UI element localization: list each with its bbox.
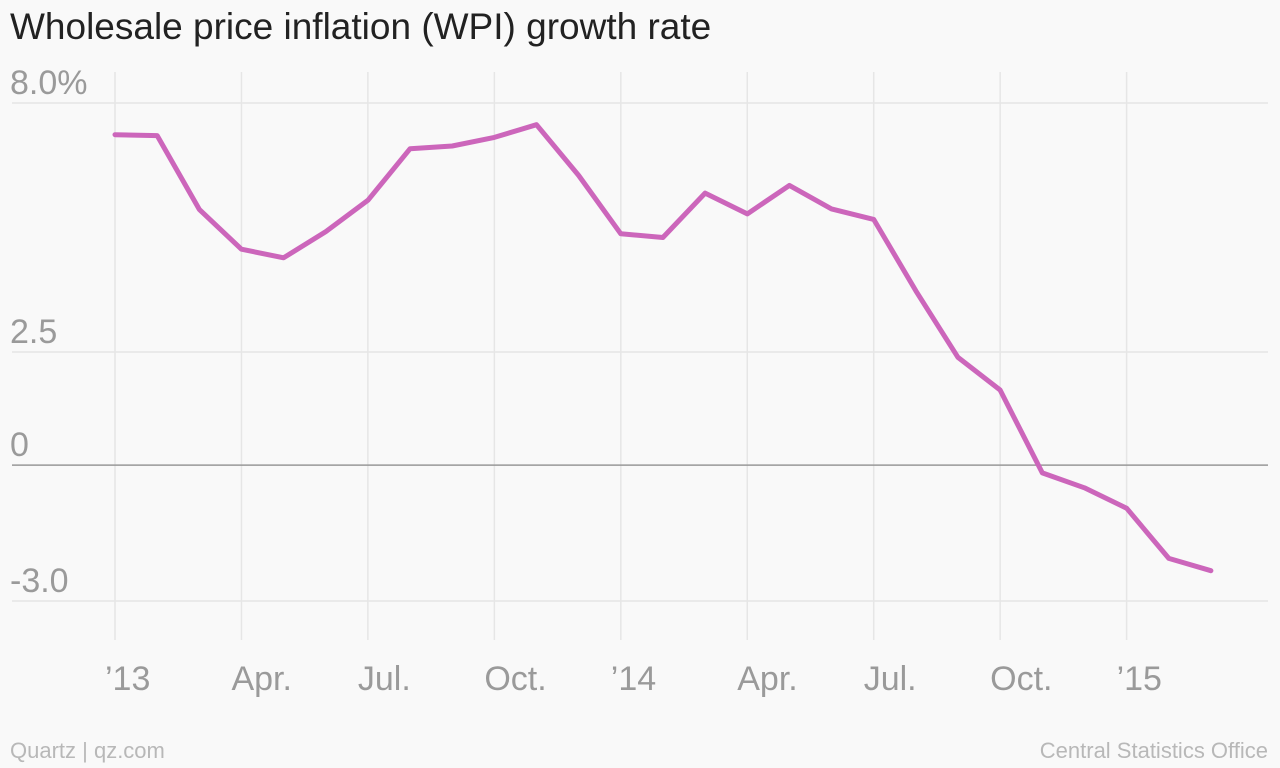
- x-tick-label-6: Jul.: [864, 660, 917, 698]
- data-point-1: [155, 133, 160, 138]
- data-point-21: [998, 388, 1003, 393]
- data-point-22: [1040, 470, 1045, 475]
- axis-label-layer: ’13 Apr. Jul. Oct. ’14 Apr. Jul. Oct. ’15 8.0% 2.5…: [10, 64, 1162, 698]
- x-tick-label-5: Apr.: [737, 660, 797, 698]
- y-tick-label-1: 2.5: [10, 313, 57, 351]
- footer-source-right: Central Statistics Office: [1039, 738, 1268, 763]
- data-point-10: [534, 122, 539, 127]
- data-point-13: [660, 235, 665, 240]
- data-point-15: [745, 211, 750, 216]
- data-point-6: [365, 198, 370, 203]
- data-point-14: [703, 191, 708, 196]
- y-tick-label-0: 8.0%: [10, 64, 88, 102]
- data-point-18: [871, 217, 876, 222]
- y-tick-label-3: -3.0: [10, 562, 69, 600]
- data-point-25: [1166, 556, 1171, 561]
- data-point-17: [829, 206, 834, 211]
- x-tick-label-2: Jul.: [358, 660, 411, 698]
- data-point-12: [618, 231, 623, 236]
- data-point-0: [113, 132, 118, 137]
- data-point-4: [281, 255, 286, 260]
- x-tick-label-1: Apr.: [231, 660, 291, 698]
- data-point-24: [1124, 506, 1129, 511]
- x-tick-label-4: ’14: [611, 660, 656, 698]
- data-point-26: [1208, 568, 1213, 573]
- data-point-7: [408, 146, 413, 151]
- grid-layer: [12, 72, 1268, 640]
- chart-title: Wholesale price inflation (WPI) growth r…: [10, 6, 712, 47]
- data-point-2: [197, 207, 202, 212]
- data-point-20: [956, 355, 961, 360]
- data-point-5: [323, 229, 328, 234]
- data-point-9: [492, 135, 497, 140]
- x-tick-label-3: Oct.: [484, 660, 546, 698]
- data-point-19: [913, 288, 918, 293]
- series-layer: [112, 122, 1214, 574]
- x-tick-label-7: Oct.: [990, 660, 1052, 698]
- data-point-23: [1082, 485, 1087, 490]
- data-point-11: [576, 173, 581, 178]
- y-tick-label-2: 0: [10, 426, 29, 464]
- series-line-0: [112, 122, 1214, 574]
- x-tick-label-0: ’13: [105, 660, 150, 698]
- footer-source-left: Quartz | qz.com: [10, 738, 165, 763]
- data-point-8: [450, 144, 455, 149]
- data-point-3: [239, 247, 244, 252]
- x-tick-label-8: ’15: [1117, 660, 1162, 698]
- data-point-16: [787, 183, 792, 188]
